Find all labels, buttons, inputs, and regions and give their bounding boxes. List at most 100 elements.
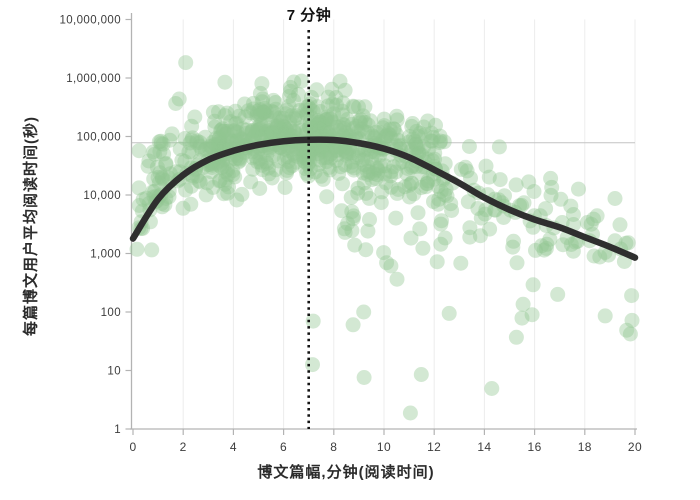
scatter-dot [312, 104, 328, 119]
y-tick-label: 100,000 [77, 132, 121, 144]
scatter-dot [315, 116, 331, 132]
scatter-dot [135, 192, 151, 207]
scatter-dot [337, 82, 353, 98]
scatter-dot [150, 169, 166, 185]
scatter-dot [247, 128, 263, 144]
scatter-dot [399, 166, 415, 182]
scatter-dot [439, 188, 455, 204]
scatter-dot [423, 125, 439, 141]
scatter-dot [254, 94, 270, 110]
scatter-dot [433, 183, 449, 199]
scatter-dot [362, 164, 378, 180]
scatter-dot [601, 247, 616, 263]
scatter-dot [362, 212, 377, 227]
scatter-dot [317, 112, 333, 128]
scatter-dot [509, 255, 525, 271]
scatter-dot [331, 122, 347, 138]
scatter-dot [217, 176, 233, 192]
x-tick-label: 4 [230, 440, 237, 454]
scatter-dot [344, 204, 360, 220]
scatter-dot [231, 150, 246, 166]
scatter-dot [360, 163, 376, 179]
scatter-dot [278, 122, 294, 138]
scatter-dot [329, 143, 344, 158]
scatter-dot [331, 165, 347, 181]
scatter-dot [313, 168, 329, 184]
scatter-dot [207, 113, 223, 129]
scatter-dot [410, 205, 426, 221]
scatter-dot [365, 166, 381, 181]
scatter-dot [219, 126, 235, 142]
scatter-dot [259, 146, 275, 162]
scatter-dot [386, 121, 402, 137]
scatter-dot [571, 181, 586, 197]
scatter-dot [437, 187, 452, 203]
scatter-dot [299, 152, 315, 168]
scatter-dot [367, 129, 383, 145]
scatter-dot [266, 148, 281, 163]
scatter-dot [379, 255, 395, 271]
scatter-dot [312, 152, 327, 168]
scatter-dot [364, 151, 379, 167]
scatter-dot [264, 115, 280, 131]
scatter-dot [433, 216, 449, 232]
scatter-dot [612, 217, 628, 233]
scatter-dot [402, 129, 417, 144]
scatter-dot [209, 138, 224, 154]
scatter-dot [243, 105, 259, 121]
scatter-dot [181, 144, 197, 160]
scatter-dot [350, 185, 366, 201]
scatter-dot [265, 126, 281, 141]
scatter-dot [168, 96, 184, 111]
scatter-dot [336, 141, 351, 157]
scatter-dot [156, 146, 172, 162]
scatter-dot [418, 179, 434, 195]
scatter-dot [268, 95, 283, 110]
scatter-dot [312, 120, 328, 135]
scatter-dot [319, 109, 335, 125]
scatter-dot [175, 200, 191, 216]
scatter-dot [177, 131, 193, 146]
scatter-dot [336, 221, 352, 237]
scatter-dot [232, 129, 247, 145]
scatter-dot [192, 174, 208, 190]
y-tick-labels: 10,000,000 1,000,000 100,000 10,000 1,000 100… [59, 15, 132, 436]
scatter-dot [157, 197, 173, 213]
scatter-dot [336, 121, 352, 137]
scatter-dot [229, 192, 245, 208]
scatter-dot [389, 108, 405, 124]
scatter-dot [325, 115, 341, 130]
scatter-dot [184, 132, 200, 148]
scatter-dot [286, 74, 302, 90]
scatter-dot [252, 102, 268, 118]
scatter-dot [460, 194, 476, 210]
scatter-dot [317, 116, 333, 132]
scatter-dot [230, 133, 245, 149]
scatter-dot [430, 178, 446, 194]
scatter-dot [192, 135, 208, 150]
scatter-dot [618, 235, 634, 251]
scatter-dot [463, 170, 478, 186]
scatter-dot [287, 111, 302, 127]
scatter-dot [423, 133, 439, 149]
scatter-dot [563, 237, 579, 252]
scatter-dot [361, 190, 377, 206]
scatter-dot [391, 155, 407, 171]
scatter-dot [254, 116, 270, 132]
scatter-dot [273, 121, 289, 137]
scatter-dot [355, 108, 371, 124]
scatter-dot [211, 130, 227, 146]
scatter-dot [302, 119, 318, 135]
scatter-dot [420, 173, 436, 189]
scatter-dot [453, 161, 469, 177]
scatter-dot [294, 122, 310, 138]
scatter-dot [249, 154, 265, 170]
scatter-dot [431, 191, 447, 207]
scatter-dot [204, 139, 220, 155]
scatter-dot [508, 329, 524, 345]
scatter-dot [402, 189, 417, 205]
scatter-dot [338, 125, 354, 141]
scatter-dot [215, 121, 231, 137]
scatter-dot [214, 160, 230, 176]
scatter-dot [316, 139, 332, 155]
